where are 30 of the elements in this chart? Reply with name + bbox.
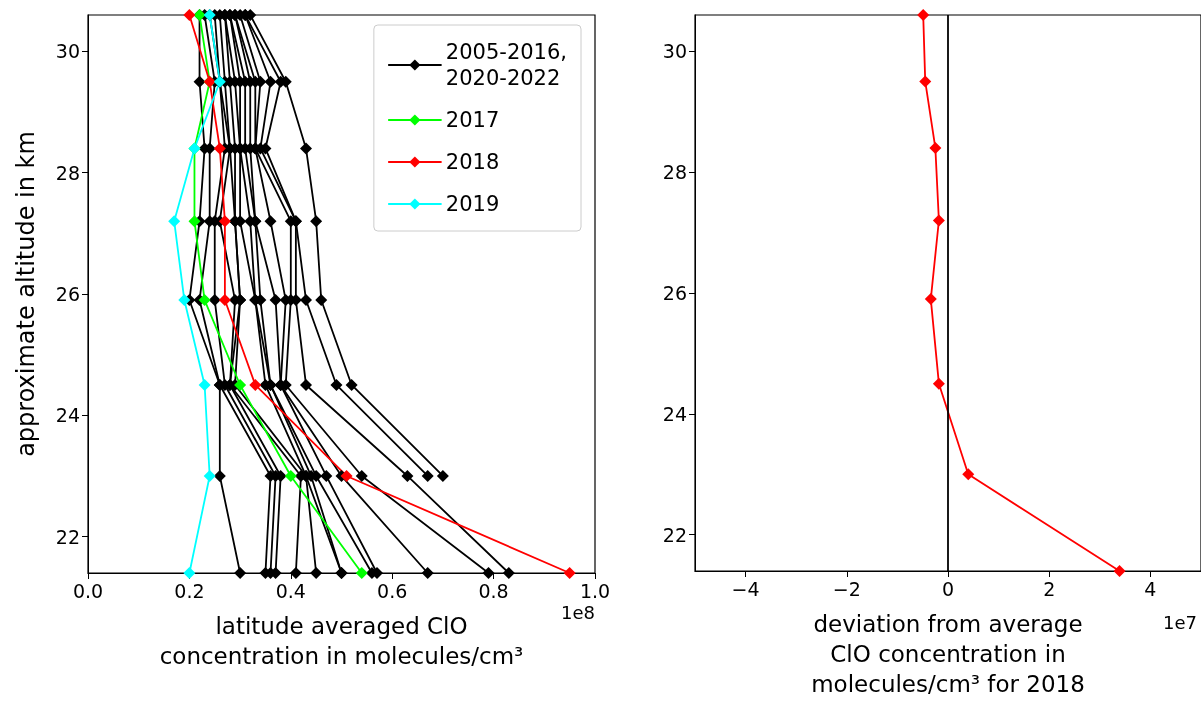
- x-tick-label: 0.8: [478, 579, 509, 602]
- y-tick-label: 26: [55, 283, 80, 305]
- y-tick-label: 22: [55, 525, 80, 548]
- text: 1e7: [1163, 611, 1198, 633]
- x-tick-label: 0: [941, 577, 955, 600]
- x-tick-label: 0.6: [377, 579, 408, 602]
- x-tick-label: 1.0: [579, 579, 611, 602]
- y-tick-label: 30: [55, 40, 80, 63]
- y-tick-label: 26: [662, 282, 687, 304]
- legend-label: 2005-2016, 2020-2022: [445, 40, 567, 90]
- legend-label: 2018: [445, 150, 500, 174]
- y-tick-label: 22: [662, 523, 687, 546]
- x-tick-label: 0.2: [174, 579, 205, 602]
- x-tick-label: −2: [832, 577, 861, 600]
- y-tick-label: 28: [55, 161, 80, 184]
- y-tick-label: 28: [662, 161, 687, 184]
- y-axis-title: approximate altitude in km: [12, 131, 40, 457]
- x-tick-label: 4: [1144, 577, 1157, 600]
- x-tick-label: −4: [731, 577, 760, 600]
- text: 1e8: [561, 601, 596, 623]
- x-axis-title: deviation from average ClO concentration in molecules/cm³ for 2018: [811, 611, 1085, 697]
- x-tick-label: 0.4: [275, 579, 306, 602]
- y-tick-label: 24: [55, 404, 80, 427]
- x-axis-title: latitude averaged ClO concentration in molecules/cm³: [159, 613, 524, 669]
- legend-label: 2017: [445, 108, 500, 132]
- y-tick-label: 30: [662, 40, 687, 63]
- legend-label: 2019: [445, 192, 500, 216]
- x-tick-label: 0.0: [72, 579, 104, 602]
- x-tick-label: 2: [1043, 577, 1056, 600]
- y-tick-label: 24: [662, 402, 687, 425]
